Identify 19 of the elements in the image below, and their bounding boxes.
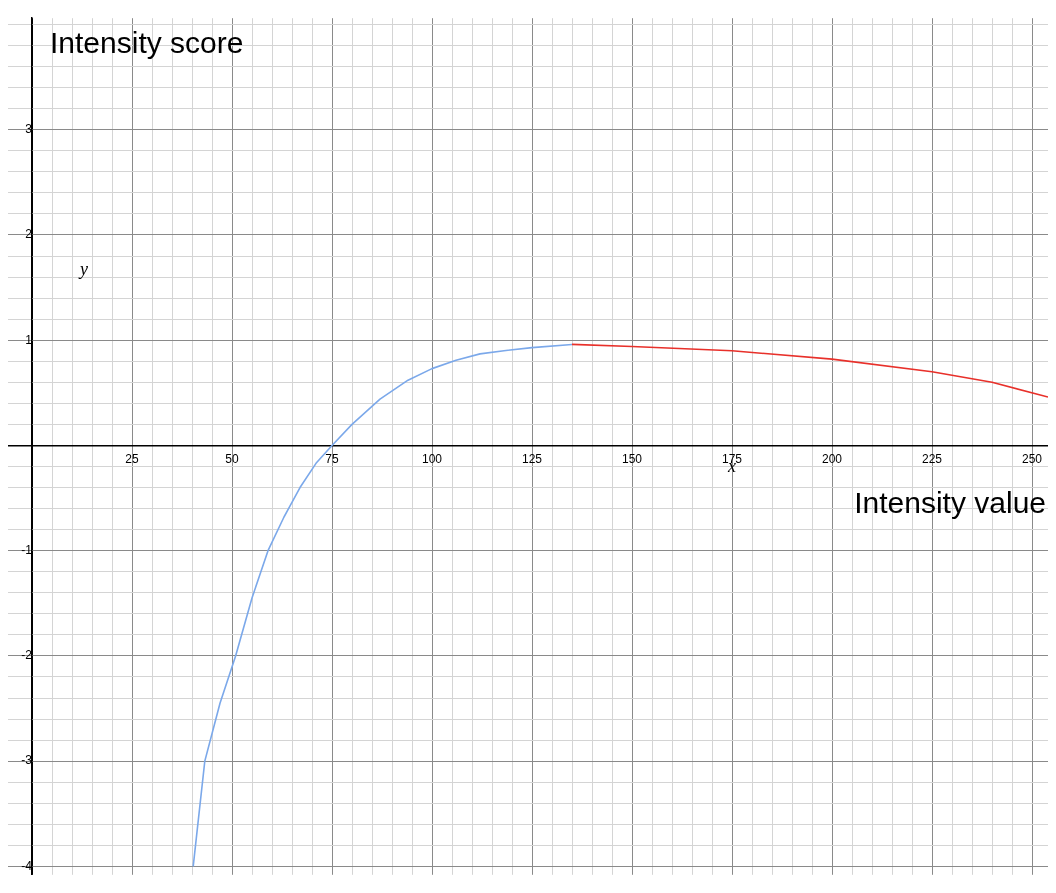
y-tick-label: -2	[21, 648, 33, 663]
x-tick-label: 225	[921, 451, 943, 466]
y-tick-label: -1	[21, 542, 33, 557]
x-tick-label: 25	[125, 451, 139, 466]
x-tick-label: 50	[225, 451, 239, 466]
x-axis-title: Intensity value	[854, 485, 1046, 519]
y-tick-label: 2	[25, 227, 33, 242]
y-axis-title: Intensity score	[50, 26, 244, 60]
y-tick-label: -3	[21, 753, 33, 768]
annotation: y	[78, 259, 88, 280]
x-tick-label: 150	[621, 451, 643, 466]
x-tick-label: 200	[821, 451, 843, 466]
x-tick-label: 250	[1021, 451, 1043, 466]
x-tick-label: 75	[325, 451, 339, 466]
y-tick-label: 3	[25, 122, 33, 137]
x-tick-label: 125	[521, 451, 543, 466]
y-tick-label: -4	[21, 858, 33, 873]
y-tick-label: 1	[25, 332, 33, 347]
x-tick-label: 100	[421, 451, 443, 466]
